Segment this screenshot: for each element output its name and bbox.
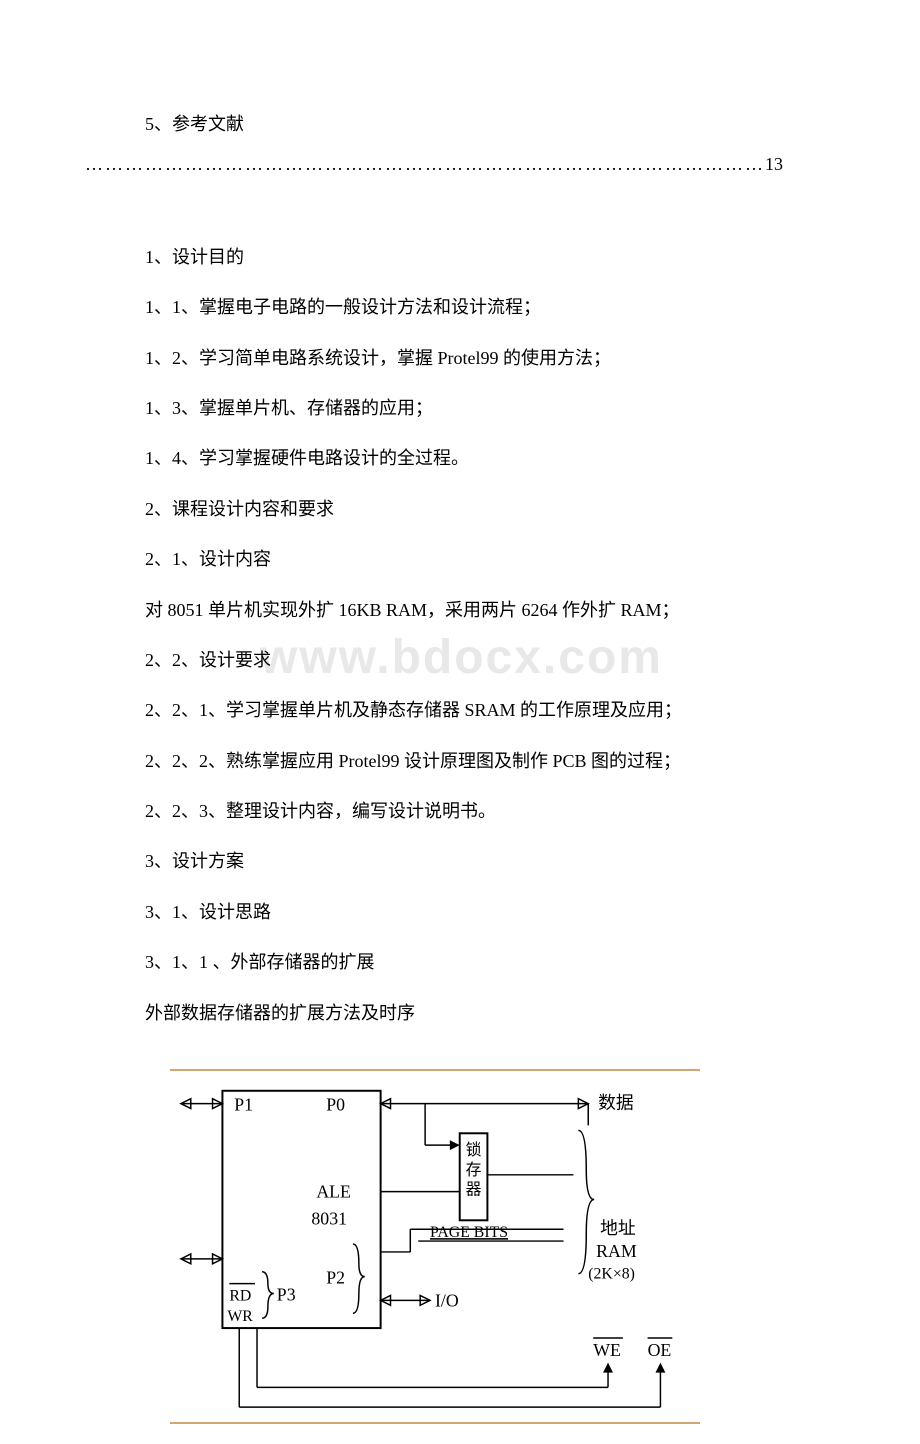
label-p1: P1 bbox=[234, 1095, 253, 1115]
section-2-1-title: 2、1、设计内容 bbox=[145, 543, 790, 575]
line-2-2-3: 2、2、3、整理设计内容，编写设计说明书。 bbox=[145, 795, 790, 827]
label-ram: RAM bbox=[596, 1241, 637, 1261]
line-1-2: 1、2、学习简单电路系统设计，掌握 Protel99 的使用方法； bbox=[145, 342, 790, 374]
diagram-svg: 数据 P1 P0 锁 存 器 bbox=[170, 1071, 700, 1422]
label-p3: P3 bbox=[277, 1284, 296, 1304]
label-io: I/O bbox=[435, 1290, 459, 1310]
document-page: 5、参考文献 ………………………………………………………………………………………… bbox=[0, 0, 920, 1444]
toc-page-number: 13 bbox=[765, 154, 783, 174]
line-1-4: 1、4、学习掌握硬件电路设计的全过程。 bbox=[145, 442, 790, 474]
toc-dots-line: …………………………………………………………………………………………13 bbox=[85, 148, 790, 180]
section-2-2-title: 2、2、设计要求 bbox=[145, 644, 790, 676]
label-oe: OE bbox=[648, 1340, 672, 1360]
label-p0: P0 bbox=[326, 1095, 345, 1115]
label-p2: P2 bbox=[326, 1268, 345, 1288]
label-latch-3: 器 bbox=[466, 1181, 482, 1199]
label-we: WE bbox=[593, 1340, 621, 1360]
section-3-title: 3、设计方案 bbox=[145, 845, 790, 877]
line-1-1: 1、1、掌握电子电路的一般设计方法和设计流程； bbox=[145, 291, 790, 323]
line-1-3: 1、3、掌握单片机、存储器的应用； bbox=[145, 392, 790, 424]
label-latch-1: 锁 bbox=[466, 1141, 482, 1159]
label-page-bits: PAGE BITS bbox=[430, 1224, 508, 1241]
label-data: 数据 bbox=[598, 1093, 634, 1113]
label-latch-2: 存 bbox=[466, 1161, 482, 1179]
section-3-1-title: 3、1、设计思路 bbox=[145, 896, 790, 928]
line-2-2-2: 2、2、2、熟练掌握应用 Protel99 设计原理图及制作 PCB 图的过程； bbox=[145, 745, 790, 777]
block-diagram: 数据 P1 P0 锁 存 器 bbox=[170, 1069, 700, 1424]
line-3-content: 外部数据存储器的扩展方法及时序 bbox=[145, 997, 790, 1029]
line-2-1-content: 对 8051 单片机实现外扩 16KB RAM，采用两片 6264 作外扩 RA… bbox=[145, 594, 790, 626]
toc-dots: ………………………………………………………………………………………… bbox=[85, 154, 765, 174]
section-1-title: 1、设计目的 bbox=[145, 241, 790, 273]
label-wr: WR bbox=[227, 1308, 253, 1325]
label-mcu: 8031 bbox=[311, 1208, 347, 1228]
section-2-title: 2、课程设计内容和要求 bbox=[145, 493, 790, 525]
label-ram-size: (2K×8) bbox=[588, 1266, 635, 1283]
label-ale: ALE bbox=[316, 1182, 351, 1202]
line-2-2-1: 2、2、1、学习掌握单片机及静态存储器 SRAM 的工作原理及应用； bbox=[145, 694, 790, 726]
toc-label: 5、参考文献 bbox=[145, 108, 790, 140]
section-3-1-1-title: 3、1、1 、外部存储器的扩展 bbox=[145, 946, 790, 978]
label-addr: 地址 bbox=[600, 1218, 636, 1238]
toc-item-5: 5、参考文献 bbox=[145, 108, 790, 140]
